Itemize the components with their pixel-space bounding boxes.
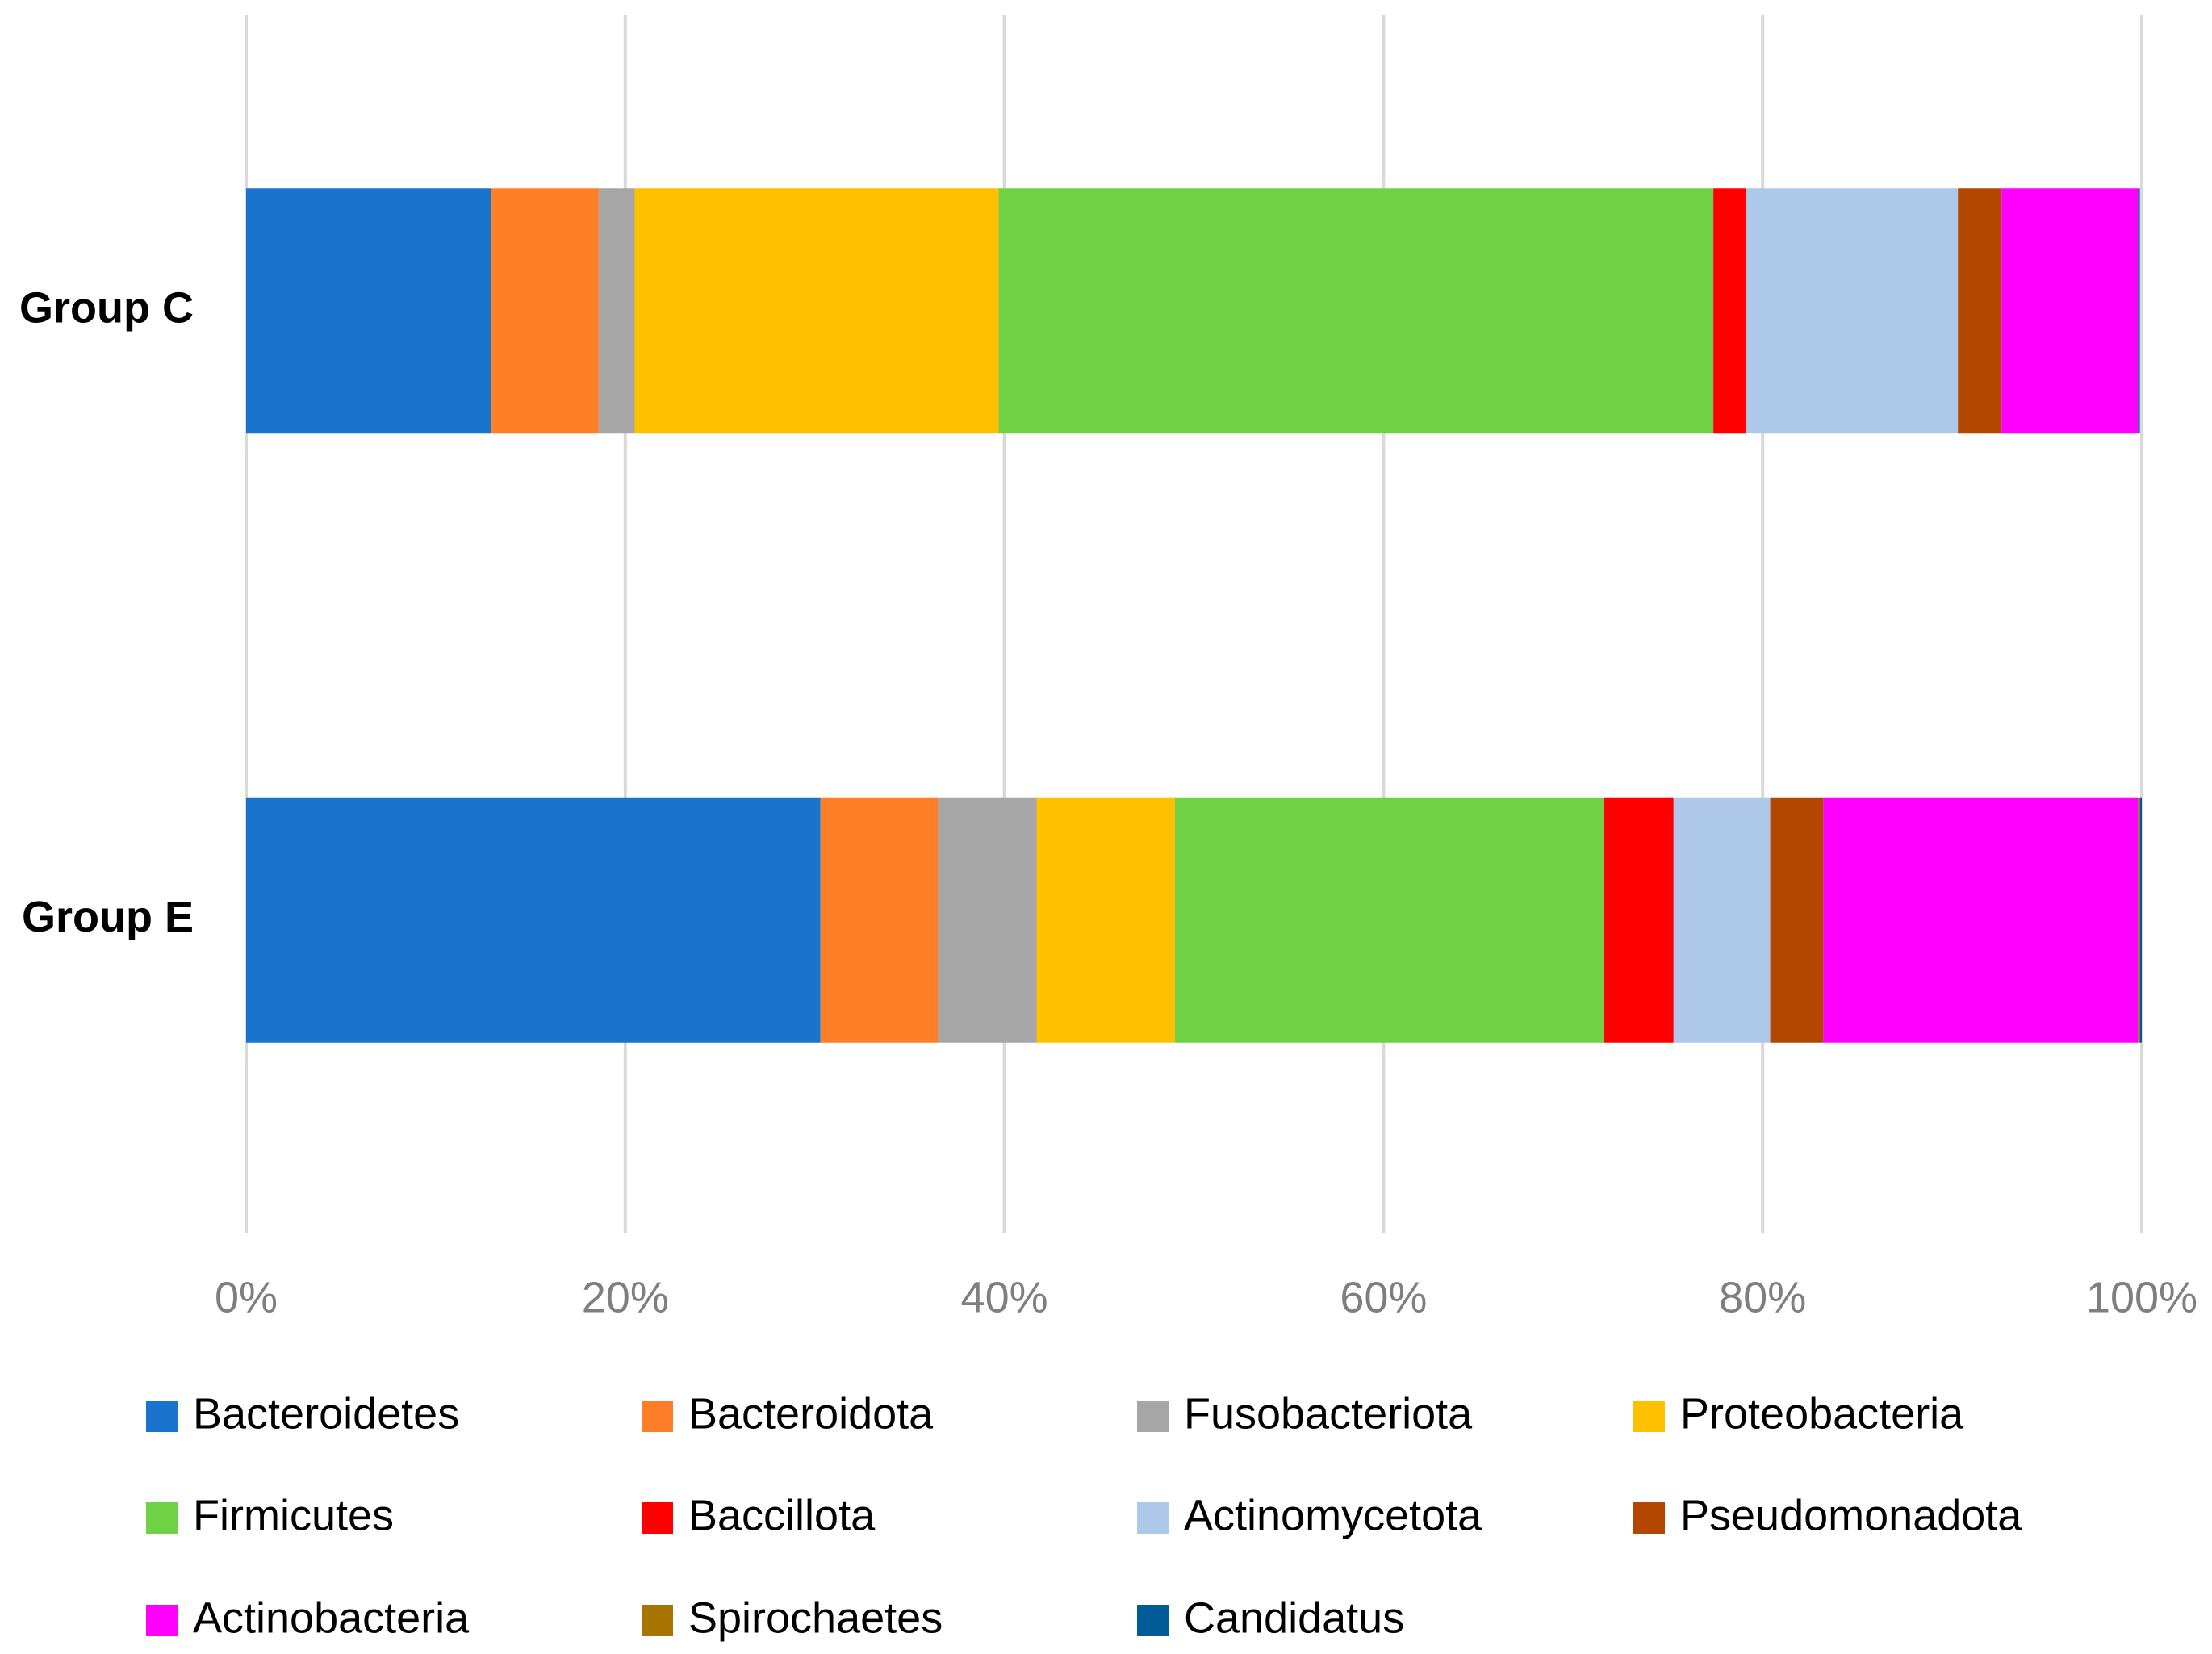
x-tick-label: 60% [1340,1273,1427,1321]
bar-segment [1175,797,1604,1043]
legend-label: Pseudomonadota [1680,1491,2022,1539]
legend-swatch [1633,1401,1665,1432]
bar-segment [634,188,999,434]
legend-label: Bacteroidota [688,1389,934,1438]
legend-label: Firmicutes [193,1491,394,1539]
legend-label: Baccillota [688,1491,876,1539]
legend-swatch [642,1502,673,1534]
bar-segment [1673,797,1771,1043]
bar-segment [246,188,491,434]
legend-swatch [146,1605,178,1636]
legend-swatch [642,1605,673,1636]
bar-segment [1823,797,2139,1043]
legend-swatch [1137,1502,1169,1534]
legend-label: Bacteroidetes [193,1389,459,1438]
bar-segment [598,188,635,434]
x-tick-label: 80% [1719,1273,1806,1321]
x-tick-label: 20% [582,1273,669,1321]
legend-swatch [1633,1502,1665,1534]
category-label: Group C [19,284,194,333]
bar-segment [491,188,599,434]
legend-swatch [146,1502,178,1534]
bar-segment [1036,797,1176,1043]
category-label: Group E [22,893,194,941]
bar-segment [938,797,1037,1043]
bar-segment [1713,188,1746,434]
legend-label: Actinomycetota [1184,1491,1482,1539]
legend-label: Actinobacteria [193,1593,470,1642]
bar-segment [246,797,821,1043]
bar-segment [2138,188,2140,434]
bar-segment [2139,797,2142,1043]
legend-swatch [1137,1401,1169,1432]
legend-swatch [642,1401,673,1432]
legend-swatch [146,1401,178,1432]
bar-segment [2001,188,2139,434]
legend-label: Proteobacteria [1680,1389,1964,1438]
bar-segment [1958,188,2002,434]
legend-swatch [1137,1605,1169,1636]
bar-segment [1746,188,1959,434]
legend-label: Candidatus [1184,1593,1404,1642]
bar-segment [998,188,1714,434]
bar-segment [1770,797,1824,1043]
bar-segment [2138,797,2140,1043]
legend-label: Fusobacteriota [1184,1389,1473,1438]
bar-segment [820,797,939,1043]
x-tick-label: 40% [961,1273,1048,1321]
x-tick-label: 0% [215,1273,278,1321]
bar-segment [1603,797,1674,1043]
legend-label: Spirochaetes [688,1593,943,1642]
x-tick-label: 100% [2086,1273,2197,1321]
